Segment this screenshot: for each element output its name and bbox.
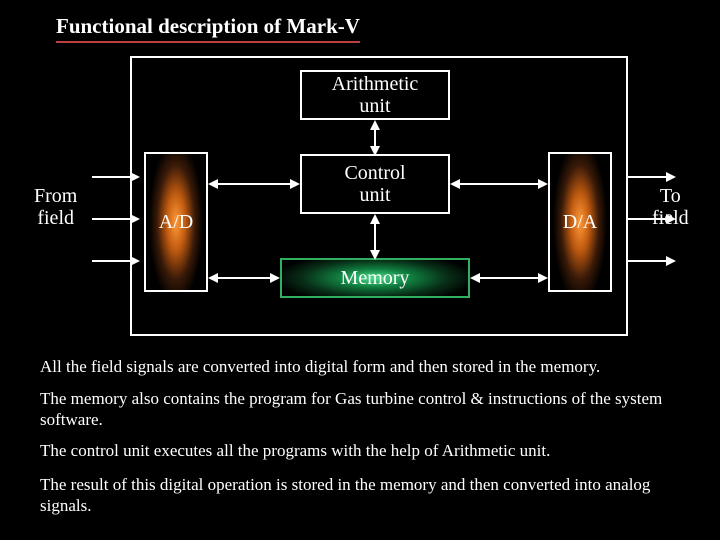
ad-label: A/D xyxy=(159,211,193,233)
arithmetic-label: Arithmetic unit xyxy=(332,73,419,117)
arrow-head xyxy=(450,179,460,189)
arrow xyxy=(458,183,540,185)
arrow xyxy=(374,222,376,252)
arrow-head xyxy=(538,179,548,189)
arrow xyxy=(92,176,132,178)
arrow xyxy=(628,218,668,220)
arrow xyxy=(374,128,376,148)
arrow-head xyxy=(208,179,218,189)
arrow xyxy=(628,260,668,262)
arrow-head xyxy=(130,172,140,182)
arrow-head xyxy=(130,214,140,224)
arrow-head xyxy=(370,120,380,130)
control-label: Control unit xyxy=(344,162,405,206)
arrow-head xyxy=(130,256,140,266)
arrow xyxy=(216,277,272,279)
from-field-label: From field xyxy=(34,185,77,229)
arrow-head xyxy=(370,146,380,156)
paragraph-1: All the field signals are converted into… xyxy=(40,356,700,377)
arrow-head xyxy=(666,214,676,224)
arrow-head xyxy=(290,179,300,189)
arrow-head xyxy=(270,273,280,283)
memory-label: Memory xyxy=(341,267,410,289)
da-block: D/A xyxy=(548,152,612,292)
arithmetic-block: Arithmetic unit xyxy=(300,70,450,120)
paragraph-2: The memory also contains the program for… xyxy=(40,388,700,431)
arrow xyxy=(92,260,132,262)
arrow-head xyxy=(666,256,676,266)
arrow xyxy=(92,218,132,220)
arrow xyxy=(478,277,540,279)
arrow-head xyxy=(470,273,480,283)
arrow-head xyxy=(538,273,548,283)
paragraph-3: The control unit executes all the progra… xyxy=(40,440,700,461)
arrow-head xyxy=(666,172,676,182)
da-label: D/A xyxy=(563,211,597,233)
memory-block: Memory xyxy=(280,258,470,298)
arrow-head xyxy=(370,250,380,260)
page-title: Functional description of Mark-V xyxy=(56,14,360,43)
arrow xyxy=(216,183,292,185)
control-block: Control unit xyxy=(300,154,450,214)
arrow-head xyxy=(370,214,380,224)
arrow-head xyxy=(208,273,218,283)
paragraph-4: The result of this digital operation is … xyxy=(40,474,700,517)
ad-block: A/D xyxy=(144,152,208,292)
arrow xyxy=(628,176,668,178)
